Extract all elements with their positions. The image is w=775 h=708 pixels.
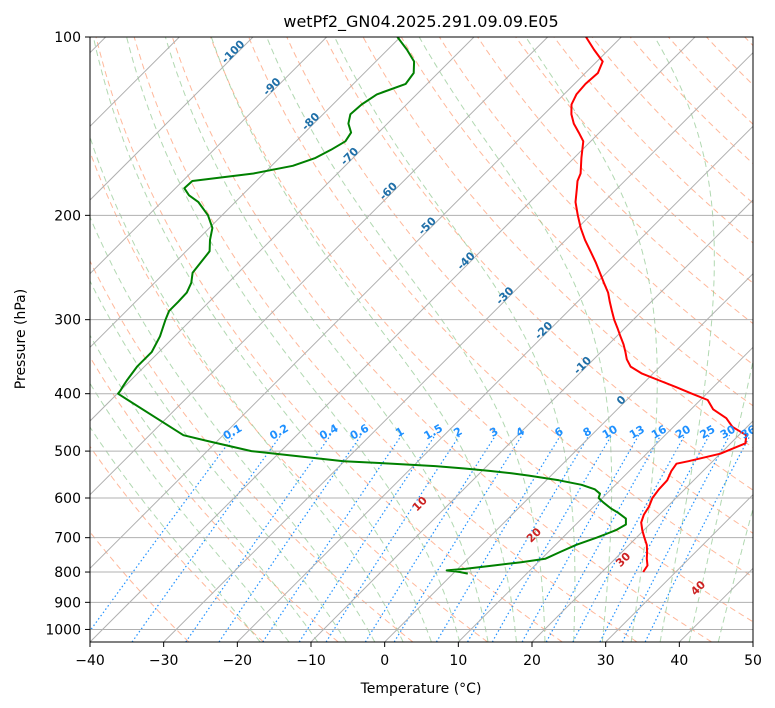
isotherm-line xyxy=(457,346,753,642)
x-tick-label: 50 xyxy=(744,653,762,669)
x-tick-label: 10 xyxy=(449,653,467,669)
moist-adiabats xyxy=(90,37,753,642)
plot-frame xyxy=(89,36,754,643)
moist-adiabat-line xyxy=(90,135,404,642)
moist-adiabat-line xyxy=(90,215,376,642)
moist-adiabat-line xyxy=(418,37,613,642)
mixing-ratio-line xyxy=(218,434,362,642)
y-tick-label: 1000 xyxy=(45,622,81,638)
isotherm-line xyxy=(236,125,753,642)
mixing-ratio-line xyxy=(466,434,590,642)
isotherm-line xyxy=(605,493,753,642)
dry-adiabat-line xyxy=(209,37,753,623)
moist-adiabat-line xyxy=(717,506,753,642)
y-tick-label: 500 xyxy=(54,444,81,460)
moist-adiabat-line xyxy=(210,37,517,642)
isotherm-line xyxy=(90,37,622,570)
mixing-ratio-line xyxy=(521,434,640,642)
y-tick-label: 600 xyxy=(54,491,81,507)
isobars xyxy=(90,37,753,630)
x-tick-label: −10 xyxy=(296,653,326,669)
dry-adiabat-line xyxy=(90,150,488,642)
moist-adiabat-line xyxy=(164,37,489,642)
x-tick-label: 0 xyxy=(380,653,389,669)
isotherm-line xyxy=(90,37,401,349)
isotherm-line xyxy=(531,420,753,642)
chart-title: wetPf2_GN04.2025.291.09.09.E05 xyxy=(283,12,558,32)
x-tick-label: 20 xyxy=(523,653,541,669)
moist-adiabat-line xyxy=(126,37,461,642)
moist-adiabat-line xyxy=(525,37,658,642)
dry-adiabat-line xyxy=(90,259,414,642)
isotherm-line xyxy=(90,37,549,496)
y-tick-label: 300 xyxy=(54,313,81,329)
moist-adiabat-line xyxy=(688,358,753,642)
mixing-ratio-line xyxy=(185,434,332,642)
x-tick-label: −20 xyxy=(223,653,253,669)
dry-adiabat-line xyxy=(438,37,753,366)
mixing-ratio-line xyxy=(90,434,235,632)
dry-adiabat-line xyxy=(90,531,190,642)
moist-adiabat-line xyxy=(90,426,261,642)
x-tick-label: 30 xyxy=(597,653,615,669)
dry-adiabat-line xyxy=(90,445,264,642)
y-tick-label: 900 xyxy=(54,595,81,611)
plot-area: -100-90-80-70-60-50-40-30-20-1000.1 0.2 0.… xyxy=(90,37,759,642)
y-axis-label: Pressure (hPa) xyxy=(13,289,29,389)
moist-adiabat-line xyxy=(266,37,546,642)
isotherm-line xyxy=(163,51,753,642)
mixing-ratio-lines xyxy=(90,434,751,642)
x-axis-ticks: −40 −30 −20 −10 0 10 20 30 40 50 xyxy=(75,642,762,669)
moist-adiabat-line xyxy=(654,37,715,642)
dry-adiabat-line xyxy=(477,37,753,325)
dry-adiabat-line xyxy=(248,37,753,578)
y-tick-label: 800 xyxy=(54,565,81,581)
dry-adiabat-line xyxy=(286,37,753,534)
isotherm-line xyxy=(90,37,328,275)
y-tick-label: 100 xyxy=(54,30,81,46)
mixing-ratio-line xyxy=(435,434,562,642)
isotherms xyxy=(90,37,753,642)
moist-adiabat-line xyxy=(90,382,290,642)
dry-adiabat-line xyxy=(324,37,753,491)
mixing-ratio-line xyxy=(644,434,751,642)
dry-adiabat-line xyxy=(133,37,638,642)
isotherm-line xyxy=(310,199,753,642)
mixing-ratio-label: 36 xyxy=(739,423,759,442)
dewpoint-profile-line xyxy=(117,37,627,575)
isotherm-line xyxy=(90,37,254,201)
moist-adiabat-line xyxy=(90,334,319,642)
y-tick-label: 400 xyxy=(54,387,81,403)
y-tick-label: 200 xyxy=(54,208,81,224)
mixing-ratio-line xyxy=(621,434,731,642)
x-tick-label: 40 xyxy=(670,653,688,669)
mixing-ratio-line xyxy=(364,434,497,642)
isotherm-line xyxy=(384,272,753,642)
dry-adiabat-line xyxy=(90,356,339,642)
isotherm-line xyxy=(90,37,696,642)
y-tick-label: 700 xyxy=(54,531,81,547)
mixing-ratio-line xyxy=(325,434,461,642)
x-tick-label: −30 xyxy=(149,653,179,669)
temperature-profile-line xyxy=(570,37,748,573)
sounding-profiles xyxy=(117,37,748,575)
mixing-ratio-line xyxy=(572,434,686,642)
x-tick-label: −40 xyxy=(75,653,105,669)
moist-adiabat-line xyxy=(334,37,576,642)
mixing-ratio-line xyxy=(545,434,662,642)
y-axis-ticks: 100 200 300 400 500 600 700 800 900 1000 xyxy=(45,30,90,638)
isotherm-line xyxy=(90,37,475,422)
mixing-ratio-line xyxy=(491,434,613,642)
x-axis-label: Temperature (°C) xyxy=(360,681,482,697)
